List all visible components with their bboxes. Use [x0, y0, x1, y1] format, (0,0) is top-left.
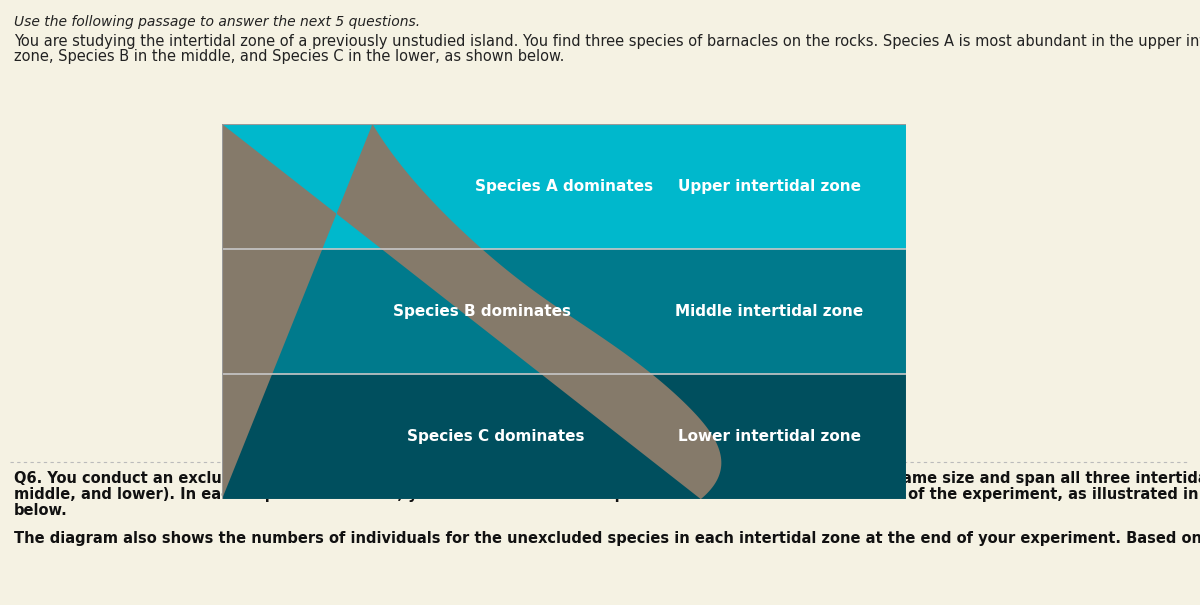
Polygon shape — [222, 124, 906, 249]
Text: Species A dominates: Species A dominates — [475, 179, 653, 194]
Text: Lower intertidal zone: Lower intertidal zone — [678, 429, 860, 444]
Text: The diagram also shows the numbers of individuals for the unexcluded species in : The diagram also shows the numbers of in… — [14, 531, 1200, 546]
Text: Use the following passage to answer the next 5 questions.: Use the following passage to answer the … — [14, 15, 420, 29]
Text: Species C dominates: Species C dominates — [407, 429, 584, 444]
Text: Species B dominates: Species B dominates — [392, 304, 571, 319]
Text: zone, Species B in the middle, and Species C in the lower, as shown below.: zone, Species B in the middle, and Speci… — [14, 49, 564, 64]
Polygon shape — [222, 249, 906, 374]
Polygon shape — [222, 124, 721, 499]
Text: Upper intertidal zone: Upper intertidal zone — [678, 179, 860, 194]
Text: below.: below. — [14, 503, 67, 518]
Text: Q6. You conduct an exclusion experiment: You locate three experimental areas on : Q6. You conduct an exclusion experiment:… — [14, 471, 1200, 486]
Text: You are studying the intertidal zone of a previously unstudied island. You find : You are studying the intertidal zone of … — [14, 34, 1200, 49]
Text: middle, and lower). In each experimental area, you exclude all but one species o: middle, and lower). In each experimental… — [14, 487, 1200, 502]
Polygon shape — [222, 374, 906, 499]
Text: Middle intertidal zone: Middle intertidal zone — [676, 304, 863, 319]
